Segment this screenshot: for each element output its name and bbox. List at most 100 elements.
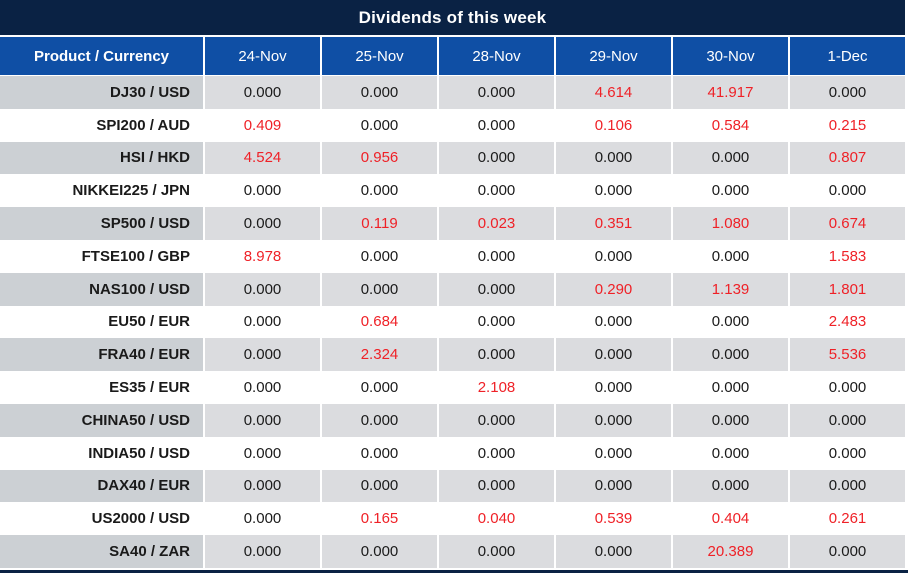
dividend-value-cell: 0.000 bbox=[554, 239, 671, 273]
page-title: Dividends of this week bbox=[358, 7, 547, 27]
table-row: FRA40 / EUR 0.000 2.324 0.000 0.000 0.000 5.53… bbox=[0, 338, 905, 372]
product-label: NIKKEI225 / JPN bbox=[0, 174, 203, 208]
dividend-value-cell: 4.614 bbox=[554, 76, 671, 109]
table-row: CHINA50 / USD 0.000 0.000 0.000 0.000 0.000 0.… bbox=[0, 403, 905, 437]
product-label: DJ30 / USD bbox=[0, 76, 203, 109]
dividend-value-cell: 1.801 bbox=[788, 272, 905, 306]
dividend-value-cell: 0.000 bbox=[437, 272, 554, 306]
table-row: US2000 / USD 0.000 0.165 0.040 0.539 0.404 0.2… bbox=[0, 502, 905, 536]
dividend-value-cell: 0.000 bbox=[320, 76, 437, 109]
dividend-value-cell: 0.000 bbox=[203, 338, 320, 372]
dividend-value-cell: 0.409 bbox=[203, 108, 320, 142]
dividend-value-cell: 0.000 bbox=[437, 76, 554, 109]
dividend-value-cell: 0.290 bbox=[554, 272, 671, 306]
dividend-value-cell: 0.000 bbox=[203, 174, 320, 208]
product-label: EU50 / EUR bbox=[0, 305, 203, 339]
dividend-value-cell: 2.483 bbox=[788, 305, 905, 339]
dividend-value-cell: 0.000 bbox=[671, 338, 788, 372]
dividend-value-cell: 0.000 bbox=[320, 371, 437, 404]
dividend-value-cell: 0.000 bbox=[437, 108, 554, 142]
dividend-value-cell: 1.583 bbox=[788, 239, 905, 273]
title-bar: Dividends of this week bbox=[0, 0, 905, 37]
dividend-value-cell: 0.000 bbox=[554, 535, 671, 568]
product-label: SA40 / ZAR bbox=[0, 535, 203, 568]
date-header-cell: 24-Nov bbox=[203, 37, 320, 76]
dividend-value-cell: 2.108 bbox=[437, 371, 554, 404]
dividend-value-cell: 0.000 bbox=[554, 469, 671, 503]
dividend-value-cell: 0.404 bbox=[671, 502, 788, 536]
dividend-value-cell: 0.000 bbox=[671, 371, 788, 404]
table-row: NAS100 / USD 0.000 0.000 0.000 0.290 1.139 1.8… bbox=[0, 272, 905, 306]
dividend-value-cell: 0.000 bbox=[788, 469, 905, 503]
dividend-value-cell: 0.000 bbox=[671, 174, 788, 208]
dividend-value-cell: 0.215 bbox=[788, 108, 905, 142]
dividend-value-cell: 0.000 bbox=[203, 502, 320, 536]
dividend-value-cell: 0.000 bbox=[671, 436, 788, 470]
dividend-value-cell: 0.000 bbox=[203, 305, 320, 339]
dividend-value-cell: 0.956 bbox=[320, 141, 437, 175]
corner-header-cell: Product / Currency bbox=[0, 37, 203, 76]
product-label: US2000 / USD bbox=[0, 502, 203, 536]
product-label: ES35 / EUR bbox=[0, 371, 203, 404]
dividend-value-cell: 0.000 bbox=[320, 272, 437, 306]
dividend-value-cell: 0.000 bbox=[320, 403, 437, 437]
dividend-value-cell: 0.000 bbox=[671, 403, 788, 437]
product-label: NAS100 / USD bbox=[0, 272, 203, 306]
date-header-cell: 1-Dec bbox=[788, 37, 905, 76]
dividend-value-cell: 0.684 bbox=[320, 305, 437, 339]
dividend-value-cell: 0.000 bbox=[554, 436, 671, 470]
dividend-value-cell: 0.000 bbox=[203, 272, 320, 306]
dividend-value-cell: 0.000 bbox=[671, 305, 788, 339]
dividend-value-cell: 8.978 bbox=[203, 239, 320, 273]
dividend-value-cell: 0.000 bbox=[320, 469, 437, 503]
product-label: CHINA50 / USD bbox=[0, 403, 203, 437]
dividend-value-cell: 0.000 bbox=[437, 535, 554, 568]
table-row: NIKKEI225 / JPN 0.000 0.000 0.000 0.000 0.000… bbox=[0, 174, 905, 208]
dividend-value-cell: 1.080 bbox=[671, 207, 788, 240]
dividend-value-cell: 0.000 bbox=[203, 436, 320, 470]
dividend-value-cell: 0.000 bbox=[320, 535, 437, 568]
table-row: DJ30 / USD 0.000 0.000 0.000 4.614 41.917 0.00… bbox=[0, 76, 905, 109]
product-label: INDIA50 / USD bbox=[0, 436, 203, 470]
dividend-value-cell: 0.000 bbox=[203, 371, 320, 404]
dividend-value-cell: 0.000 bbox=[203, 469, 320, 503]
header-row: Product / Currency 24-Nov 25-Nov 28-Nov … bbox=[0, 37, 905, 76]
table-row: SP500 / USD 0.000 0.119 0.023 0.351 1.080 0.67… bbox=[0, 207, 905, 240]
dividend-value-cell: 0.000 bbox=[320, 108, 437, 142]
bottom-border-strip bbox=[0, 570, 908, 573]
dividend-value-cell: 1.139 bbox=[671, 272, 788, 306]
table-row: HSI / HKD 4.524 0.956 0.000 0.000 0.000 0.807 bbox=[0, 141, 905, 175]
date-header-cell: 25-Nov bbox=[320, 37, 437, 76]
table-row: DAX40 / EUR 0.000 0.000 0.000 0.000 0.000 0.00… bbox=[0, 469, 905, 503]
product-label: FRA40 / EUR bbox=[0, 338, 203, 372]
dividend-value-cell: 0.000 bbox=[437, 436, 554, 470]
dividend-value-cell: 0.000 bbox=[320, 239, 437, 273]
dividend-value-cell: 0.000 bbox=[554, 305, 671, 339]
table-row: SA40 / ZAR 0.000 0.000 0.000 0.000 20.389 0.00… bbox=[0, 535, 905, 568]
dividend-value-cell: 0.000 bbox=[203, 207, 320, 240]
dividend-value-cell: 20.389 bbox=[671, 535, 788, 568]
product-label: SPI200 / AUD bbox=[0, 108, 203, 142]
dividend-value-cell: 0.106 bbox=[554, 108, 671, 142]
dividend-value-cell: 0.000 bbox=[788, 535, 905, 568]
dividend-value-cell: 0.351 bbox=[554, 207, 671, 240]
dividends-table: Product / Currency 24-Nov 25-Nov 28-Nov … bbox=[0, 37, 905, 568]
date-header-cell: 28-Nov bbox=[437, 37, 554, 76]
dividend-value-cell: 0.539 bbox=[554, 502, 671, 536]
dividend-value-cell: 0.674 bbox=[788, 207, 905, 240]
dividend-value-cell: 5.536 bbox=[788, 338, 905, 372]
dividend-value-cell: 2.324 bbox=[320, 338, 437, 372]
dividend-value-cell: 0.000 bbox=[437, 174, 554, 208]
dividend-value-cell: 0.000 bbox=[554, 403, 671, 437]
dividend-value-cell: 0.165 bbox=[320, 502, 437, 536]
table-row: EU50 / EUR 0.000 0.684 0.000 0.000 0.000 2.483 bbox=[0, 305, 905, 339]
dividend-value-cell: 0.000 bbox=[203, 535, 320, 568]
dividend-value-cell: 4.524 bbox=[203, 141, 320, 175]
dividend-value-cell: 0.000 bbox=[554, 338, 671, 372]
product-label: HSI / HKD bbox=[0, 141, 203, 175]
product-label: DAX40 / EUR bbox=[0, 469, 203, 503]
dividend-value-cell: 0.000 bbox=[320, 436, 437, 470]
dividend-value-cell: 0.000 bbox=[554, 174, 671, 208]
dividend-value-cell: 0.000 bbox=[437, 469, 554, 503]
